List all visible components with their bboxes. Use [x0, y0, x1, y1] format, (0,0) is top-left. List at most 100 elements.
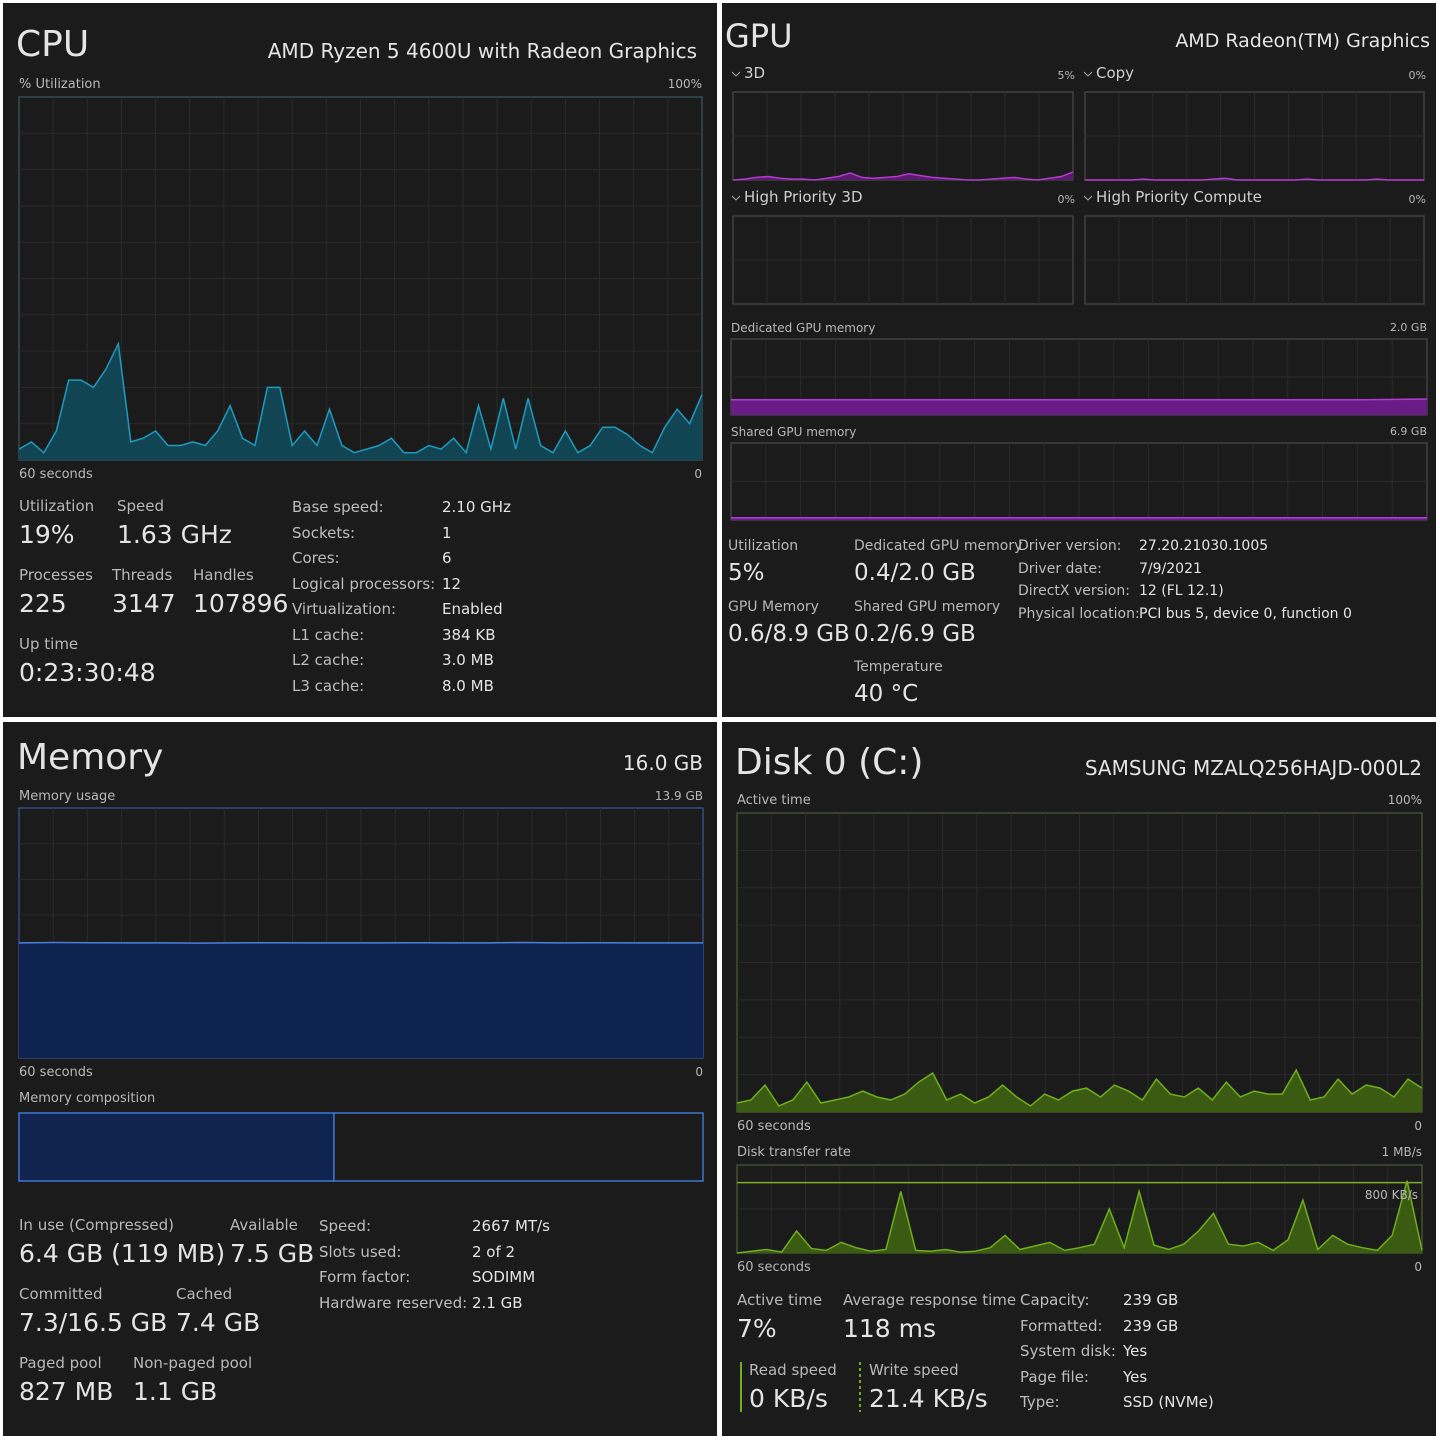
graph-max: 6.9 GB — [1389, 425, 1427, 438]
spec-value: 239 GB — [1123, 1316, 1179, 1335]
stat-label: Handles — [193, 566, 254, 584]
stat-label: Average response time — [843, 1291, 1017, 1309]
spec-label: Virtualization: — [292, 600, 397, 618]
memory-total: 16.0 GB — [622, 751, 703, 775]
stat-value: 7.4 GB — [176, 1308, 261, 1337]
engine-name: 3D — [744, 64, 766, 82]
stat-label: Dedicated GPU memory — [854, 538, 1023, 554]
graph-max: 100% — [1387, 793, 1422, 807]
panel-title: GPU — [725, 17, 793, 55]
spec-value: Yes — [1123, 1367, 1148, 1386]
graph-label: Active time — [737, 793, 811, 808]
area-fill — [737, 1070, 1422, 1112]
area-fill — [19, 942, 703, 1058]
engine-current: 0% — [1408, 193, 1426, 206]
panel-title: Disk 0 (C:) — [735, 742, 924, 783]
spec-value: SSD (NVMe) — [1123, 1393, 1214, 1411]
spec-value: 3.0 MB — [442, 651, 494, 669]
spec-value: Yes — [1123, 1342, 1148, 1360]
scale-line-label: 800 KB/s — [1364, 1187, 1418, 1202]
spec-value: 6 — [442, 549, 452, 567]
area-fill — [19, 343, 702, 460]
stat-value: 225 — [19, 589, 67, 618]
spec-label: Hardware reserved: — [319, 1293, 468, 1312]
spec-value: 2667 MT/s — [472, 1217, 550, 1235]
chevron-icon — [1083, 195, 1093, 201]
device-model: AMD Ryzen 5 4600U with Radeon Graphics — [267, 39, 697, 63]
spec-value: 27.20.21030.1005 — [1139, 538, 1269, 554]
spec-label: Capacity: — [1020, 1291, 1090, 1309]
spec-value: 2 of 2 — [472, 1242, 516, 1261]
stat-label: Paged pool — [19, 1354, 102, 1372]
stat-label: Active time — [737, 1291, 823, 1309]
stat-label: In use (Compressed) — [19, 1216, 174, 1234]
spec-label: Cores: — [292, 549, 340, 567]
stat-label: Read speed — [749, 1361, 837, 1379]
series-line — [18, 941, 703, 944]
stat-value: 0:23:30:48 — [19, 658, 156, 687]
spec-label: Formatted: — [1020, 1316, 1103, 1335]
engine-current: 5% — [1057, 69, 1075, 82]
stat-value: 0.4/2.0 GB — [854, 560, 976, 586]
stat-value: 0.6/8.9 GB — [728, 621, 850, 647]
spec-label: Form factor: — [319, 1268, 411, 1286]
graph-label: Shared GPU memory — [731, 425, 857, 439]
stat-label: Utilization — [728, 538, 799, 554]
stat-value: 107896 — [193, 589, 289, 618]
series-line — [18, 341, 703, 455]
stat-value: 1.63 GHz — [117, 520, 232, 549]
graph-label: Dedicated GPU memory — [731, 321, 876, 335]
stat-label: Committed — [19, 1285, 103, 1303]
stat-value: 3147 — [112, 589, 176, 618]
spec-value: 2.1 GB — [472, 1293, 523, 1312]
stat-value: 7.5 GB — [230, 1239, 315, 1268]
series-line — [736, 1068, 1423, 1107]
engine-name: Copy — [1096, 64, 1135, 82]
stat-value: 19% — [19, 520, 75, 549]
chevron-icon — [1083, 71, 1093, 77]
graph-min: 0 — [1414, 1260, 1422, 1274]
stat-value: 827 MB — [19, 1377, 114, 1406]
graph-label: Memory composition — [19, 1091, 156, 1106]
spec-value: Enabled — [442, 600, 503, 618]
spec-value: 12 (FL 12.1) — [1139, 583, 1224, 599]
graph-max: 2.0 GB — [1389, 321, 1427, 334]
stat-label: GPU Memory — [728, 599, 819, 615]
stat-label: Threads — [112, 566, 173, 584]
panel-title: Memory — [17, 737, 164, 778]
stat-value: 0.2/6.9 GB — [854, 621, 976, 647]
spec-value: SODIMM — [472, 1268, 536, 1286]
spec-label: Base speed: — [292, 498, 384, 516]
spec-label: Driver date: — [1018, 560, 1102, 577]
stat-label: Cached — [176, 1285, 233, 1303]
stat-value: 7% — [737, 1314, 777, 1343]
available-bar — [333, 1112, 704, 1182]
spec-value: PCI bus 5, device 0, function 0 — [1139, 605, 1352, 622]
spec-label: Physical location: — [1018, 605, 1140, 622]
spec-label: L2 cache: — [292, 651, 365, 669]
stat-label: Temperature — [854, 659, 943, 675]
stat-label: Available — [230, 1216, 298, 1234]
device-model: SAMSUNG MZALQ256HAJD-000L2 — [1084, 756, 1422, 780]
chevron-icon — [731, 195, 741, 201]
stat-value: 7.3/16.5 GB — [19, 1308, 168, 1337]
graph-min: 0 — [1414, 1119, 1422, 1133]
spec-value: 384 KB — [442, 625, 496, 644]
spec-label: Page file: — [1020, 1367, 1089, 1386]
graph-max: 1 MB/s — [1381, 1145, 1422, 1159]
graph-time: 60 seconds — [19, 1065, 93, 1080]
stat-value: 0 KB/s — [749, 1384, 828, 1413]
stat-label: Shared GPU memory — [854, 599, 1001, 615]
spec-label: Driver version: — [1018, 538, 1122, 554]
panel-title: CPU — [16, 24, 90, 65]
stat-value: 118 ms — [843, 1314, 937, 1343]
area-fill — [733, 172, 1073, 180]
spec-label: Sockets: — [292, 523, 356, 542]
graph-time: 60 seconds — [737, 1119, 811, 1134]
spec-value: 2.10 GHz — [442, 498, 511, 516]
stat-label: Processes — [19, 566, 93, 584]
graph-label: Memory usage — [19, 789, 116, 804]
spec-value: 7/9/2021 — [1139, 560, 1202, 577]
